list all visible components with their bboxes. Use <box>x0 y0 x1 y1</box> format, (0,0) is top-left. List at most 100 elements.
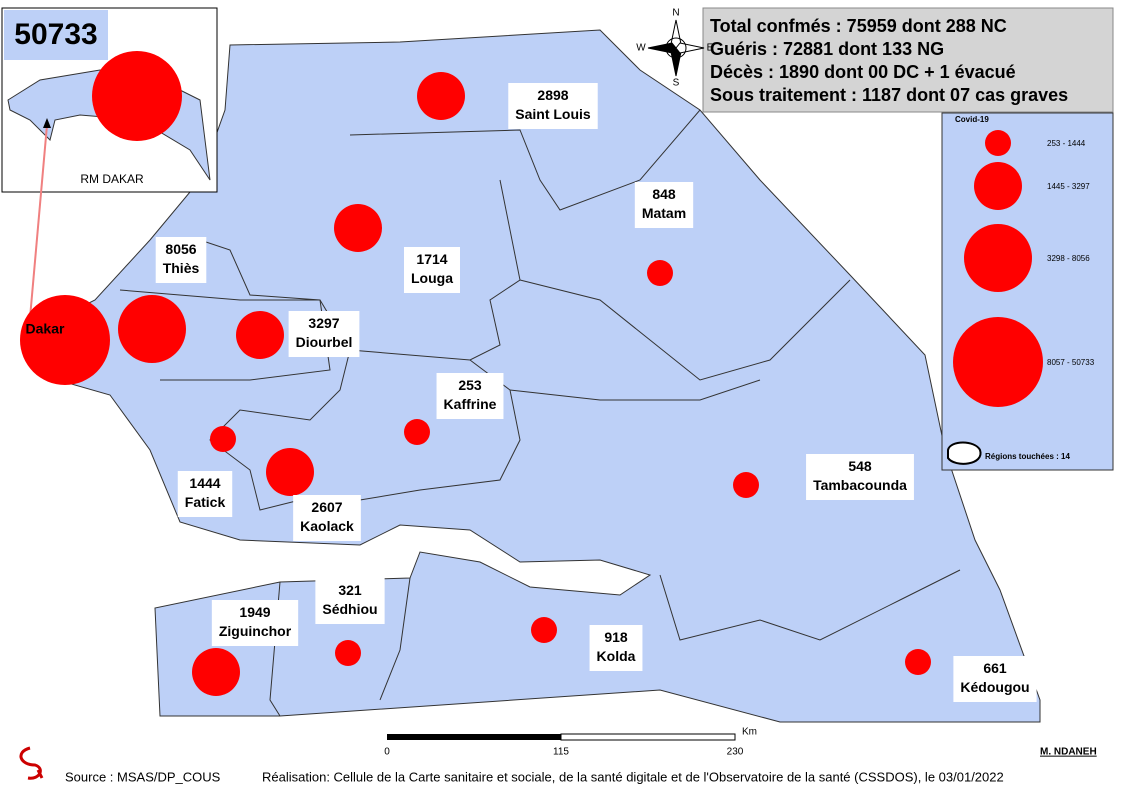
region-label: 661 Kédougou <box>953 656 1037 702</box>
region-name: Kaffrine <box>444 396 497 412</box>
legend-label: 1445 - 3297 <box>1047 182 1090 191</box>
source: Source : MSAS/DP_COUS <box>65 769 221 784</box>
case-symbol <box>334 204 382 252</box>
label-box <box>589 625 643 671</box>
title-box <box>4 10 108 60</box>
case-symbol <box>404 419 430 445</box>
legend-label: 8057 - 50733 <box>1047 358 1095 367</box>
legend-region-icon <box>947 441 982 465</box>
region-cases: 548 <box>848 458 872 474</box>
label-box <box>436 373 504 419</box>
legend-box <box>941 112 1114 471</box>
stat-line: Sous traitement : 1187 dont 07 cas grave… <box>710 85 1068 105</box>
label-box <box>288 311 360 357</box>
region-label: 548 Tambacounda <box>806 454 914 500</box>
legend-symbol <box>974 162 1022 210</box>
case-symbol <box>192 648 240 696</box>
label-box <box>508 83 598 129</box>
label-box <box>634 182 694 228</box>
case-symbol <box>266 448 314 496</box>
legend-items: 253 - 1444 1445 - 3297 3298 - 8056 8057 - 5… <box>953 130 1095 407</box>
case-symbol <box>118 295 186 363</box>
compass-s: S <box>673 78 680 89</box>
scale-bar-white <box>560 733 736 741</box>
region-name: Kaolack <box>300 518 354 534</box>
compass-n: N <box>672 8 679 19</box>
credit: Réalisation: Cellule de la Carte sanitai… <box>262 769 1004 784</box>
logo <box>19 746 44 780</box>
inset-arrow <box>43 118 51 128</box>
region-cases: 848 <box>652 186 676 202</box>
compass-w: W <box>636 43 646 54</box>
region-label: 2898 Saint Louis <box>508 83 598 129</box>
region-name: Kédougou <box>960 679 1029 695</box>
legend-label: 253 - 1444 <box>1047 139 1086 148</box>
case-symbol <box>92 51 182 141</box>
case-symbol <box>20 295 110 385</box>
case-symbol <box>236 311 284 359</box>
region-name: Ziguinchor <box>219 623 292 639</box>
region-name: Matam <box>642 205 686 221</box>
region-name: Tambacounda <box>813 477 907 493</box>
title: 50733 <box>14 18 97 51</box>
region-cases: 321 <box>338 582 362 598</box>
inset-label: RM DAKAR <box>80 172 144 186</box>
country-shape <box>24 29 1041 723</box>
case-symbol <box>417 72 465 120</box>
stat-line: Total confmés : 75959 dont 288 NC <box>710 16 1007 36</box>
region-name: Kolda <box>597 648 636 664</box>
label-box <box>404 247 460 293</box>
region-label: 321 Sédhiou <box>315 578 385 624</box>
legend-label: 3298 - 8056 <box>1047 254 1090 263</box>
stat-line: Décès : 1890 dont 00 DC + 1 évacué <box>710 62 1016 82</box>
scale-tick: 230 <box>727 747 744 758</box>
case-symbol <box>335 640 361 666</box>
scale-unit: Km <box>742 727 757 738</box>
label-box <box>806 454 914 500</box>
legend-symbol <box>985 130 1011 156</box>
region-name: Diourbel <box>296 334 353 350</box>
label-box <box>177 471 233 517</box>
region-label: 1714 Louga <box>404 247 460 293</box>
region-label: 918 Kolda <box>589 625 643 671</box>
region-name: Louga <box>411 270 453 286</box>
compass <box>647 19 705 77</box>
region-label: 3297 Diourbel <box>288 311 360 357</box>
stat-line: Guéris : 72881 dont 133 NG <box>710 39 944 59</box>
region-cases: 253 <box>458 377 482 393</box>
label-box <box>953 656 1037 702</box>
region-cases: 1714 <box>416 251 447 267</box>
case-symbol <box>733 472 759 498</box>
region-cases: 8056 <box>165 241 196 257</box>
region-cases: 2607 <box>311 499 342 515</box>
label-box <box>155 237 207 283</box>
author: M. NDANEH <box>1040 747 1097 758</box>
region-name: Saint Louis <box>515 106 591 122</box>
region-cases: 3297 <box>308 315 339 331</box>
region-cases: 1949 <box>239 604 270 620</box>
label-box <box>315 578 385 624</box>
legend-symbol <box>964 224 1032 292</box>
region-cases: 918 <box>604 629 628 645</box>
legend-regions-note: Régions touchées : 14 <box>985 452 1070 461</box>
region-label: 2607 Kaolack <box>293 495 361 541</box>
region-name: Sédhiou <box>322 601 377 617</box>
inset-pointer <box>29 124 48 319</box>
scale-tick: 0 <box>384 747 390 758</box>
scale-bar-black <box>387 734 561 740</box>
case-symbol <box>905 649 931 675</box>
region-name: Fatick <box>185 494 226 510</box>
region-label: 848 Matam <box>634 182 694 228</box>
legend-symbol <box>953 317 1043 407</box>
symbols: 2898 Saint Louis 848 Matam 1714 Louga 8056 Thiè… <box>20 51 1037 702</box>
region-name: Dakar <box>26 321 65 337</box>
region-label: 1444 Fatick <box>177 471 233 517</box>
label-box <box>211 600 299 646</box>
stats: Total confmés : 75959 dont 288 NC Guéris … <box>710 16 1068 105</box>
legend-title: Covid-19 <box>955 115 989 124</box>
region-label: 8056 Thiès <box>155 237 207 283</box>
region-cases: 661 <box>983 660 1007 676</box>
region-label: 1949 Ziguinchor <box>211 600 299 646</box>
case-symbol <box>531 617 557 643</box>
